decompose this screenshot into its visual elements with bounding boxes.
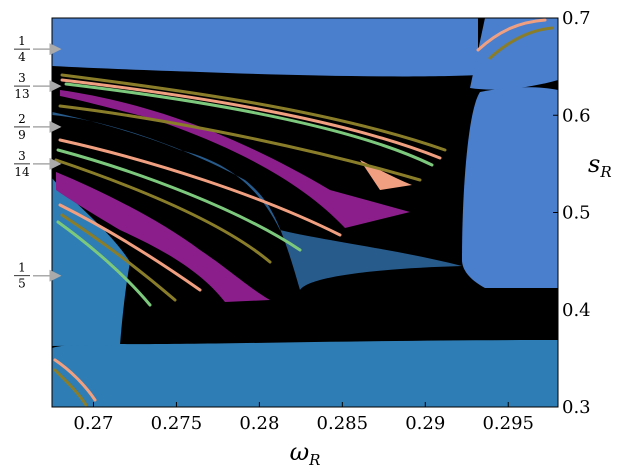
fringe-lines [53,18,554,407]
x-axis-title: ωR [290,438,321,465]
fraction-denominator: 4 [18,50,26,64]
region-2-9-tongue [52,112,462,290]
x-tick-label: 0.28 [239,413,279,434]
x-axis: 0.27 0.275 0.28 0.285 0.29 0.295 [73,402,534,434]
fringe-line [64,82,434,167]
region-quarter-band [52,18,478,77]
fraction-denominator: 5 [18,277,26,291]
fringe-line [56,220,152,307]
plot-area [52,18,558,407]
fraction-denominator: 14 [14,165,30,179]
fraction-numerator: 2 [18,112,26,126]
fringe-line [58,203,202,292]
fringe-line [488,26,554,60]
fringe-line [60,73,447,152]
x-tick-label: 0.29 [405,413,445,434]
x-tick-label: 0.295 [482,413,534,434]
x-tick-label: 0.27 [73,413,113,434]
x-tick-label: 0.285 [317,413,369,434]
fraction-denominator: 9 [18,128,26,142]
fraction-annotation: 313 [14,71,62,101]
region-top-right-band [470,18,558,90]
fringe-line [58,104,422,182]
region-3-14-tongue [56,172,270,302]
y-tick-label: 0.6 [562,105,591,126]
fringe-line [56,148,302,252]
fraction-annotation: 14 [14,34,62,64]
fringe-line [60,213,177,302]
region-lower-band [52,340,558,407]
y-tick-label: 0.3 [562,397,591,418]
fringe-line [54,158,272,264]
x-tick-label: 0.275 [151,413,203,434]
fringe-line [53,358,97,402]
y-axis-title: sR [588,150,612,181]
fringe-line [60,78,442,160]
fraction-denominator: 13 [14,87,29,101]
fringe-line [58,138,342,237]
fraction-annotation: 314 [14,149,62,179]
fraction-numerator: 1 [18,261,26,275]
fraction-numerator: 3 [18,71,26,85]
fringe-line [53,368,88,407]
region-right-tongue [462,87,558,288]
y-tick-label: 0.5 [562,203,591,224]
fraction-annotation: 29 [14,112,62,142]
region-3-13-tongue [60,90,410,228]
y-tick-label: 0.7 [562,8,591,29]
fraction-annotation: 15 [14,261,62,291]
fringe-line [476,18,547,52]
y-axis: 0.3 0.4 0.5 0.6 0.7 [553,8,591,418]
fraction-numerator: 3 [18,149,26,163]
fraction-numerator: 1 [18,34,26,48]
y-tick-label: 0.4 [562,300,591,321]
